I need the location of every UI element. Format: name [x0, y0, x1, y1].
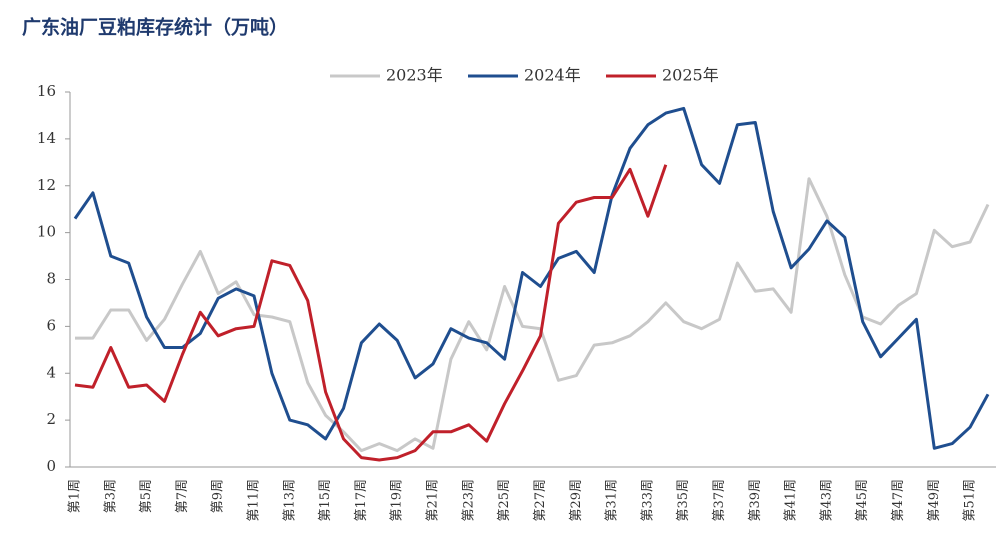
- y-tick-label: 2: [46, 410, 56, 428]
- x-tick-label: 第7周: [175, 479, 190, 513]
- x-tick-label: 第35周: [676, 479, 691, 522]
- x-tick-label: 第23周: [461, 479, 476, 522]
- series-line: [73, 106, 990, 450]
- legend-label: 2023年: [386, 66, 443, 85]
- y-tick-label: 6: [46, 316, 56, 334]
- legend-label: 2024年: [524, 66, 581, 85]
- x-tick-label: 第37周: [712, 479, 727, 522]
- x-tick-label: 第33周: [640, 479, 655, 522]
- y-tick-label: 8: [46, 270, 56, 288]
- x-tick-label: 第27周: [533, 479, 548, 522]
- x-tick-label: 第3周: [103, 479, 118, 513]
- x-tick-label: 第41周: [784, 479, 799, 522]
- series-line: [74, 164, 668, 462]
- x-tick-label: 第51周: [963, 479, 978, 522]
- series-line: [75, 177, 990, 453]
- x-tick-label: 第13周: [282, 479, 297, 522]
- x-tick-label: 第21周: [426, 479, 441, 522]
- y-tick-label: 0: [46, 457, 56, 475]
- x-tick-label: 第19周: [390, 479, 405, 522]
- x-tick-label: 第15周: [318, 479, 333, 522]
- y-tick-label: 12: [37, 176, 56, 194]
- x-tick-label: 第17周: [354, 479, 369, 522]
- x-tick-label: 第31周: [605, 479, 620, 522]
- x-tick-label: 第45周: [855, 479, 870, 522]
- legend-label: 2025年: [662, 66, 719, 85]
- x-tick-label: 第5周: [139, 479, 154, 513]
- x-tick-label: 第49周: [927, 479, 942, 522]
- x-tick-label: 第11周: [247, 479, 262, 522]
- x-tick-label: 第43周: [819, 479, 834, 522]
- y-tick-label: 4: [46, 363, 56, 381]
- y-tick-label: 10: [37, 223, 56, 241]
- x-tick-label: 第25周: [497, 479, 512, 522]
- x-tick-label: 第9周: [211, 479, 226, 513]
- chart-title: 广东油厂豆粕库存统计（万吨）: [22, 16, 288, 39]
- x-tick-label: 第29周: [569, 479, 584, 522]
- x-tick-label: 第1周: [68, 479, 83, 513]
- y-tick-label: 14: [37, 129, 56, 147]
- x-tick-label: 第39周: [748, 479, 763, 522]
- x-tick-label: 第47周: [891, 479, 906, 522]
- y-tick-label: 16: [37, 82, 56, 100]
